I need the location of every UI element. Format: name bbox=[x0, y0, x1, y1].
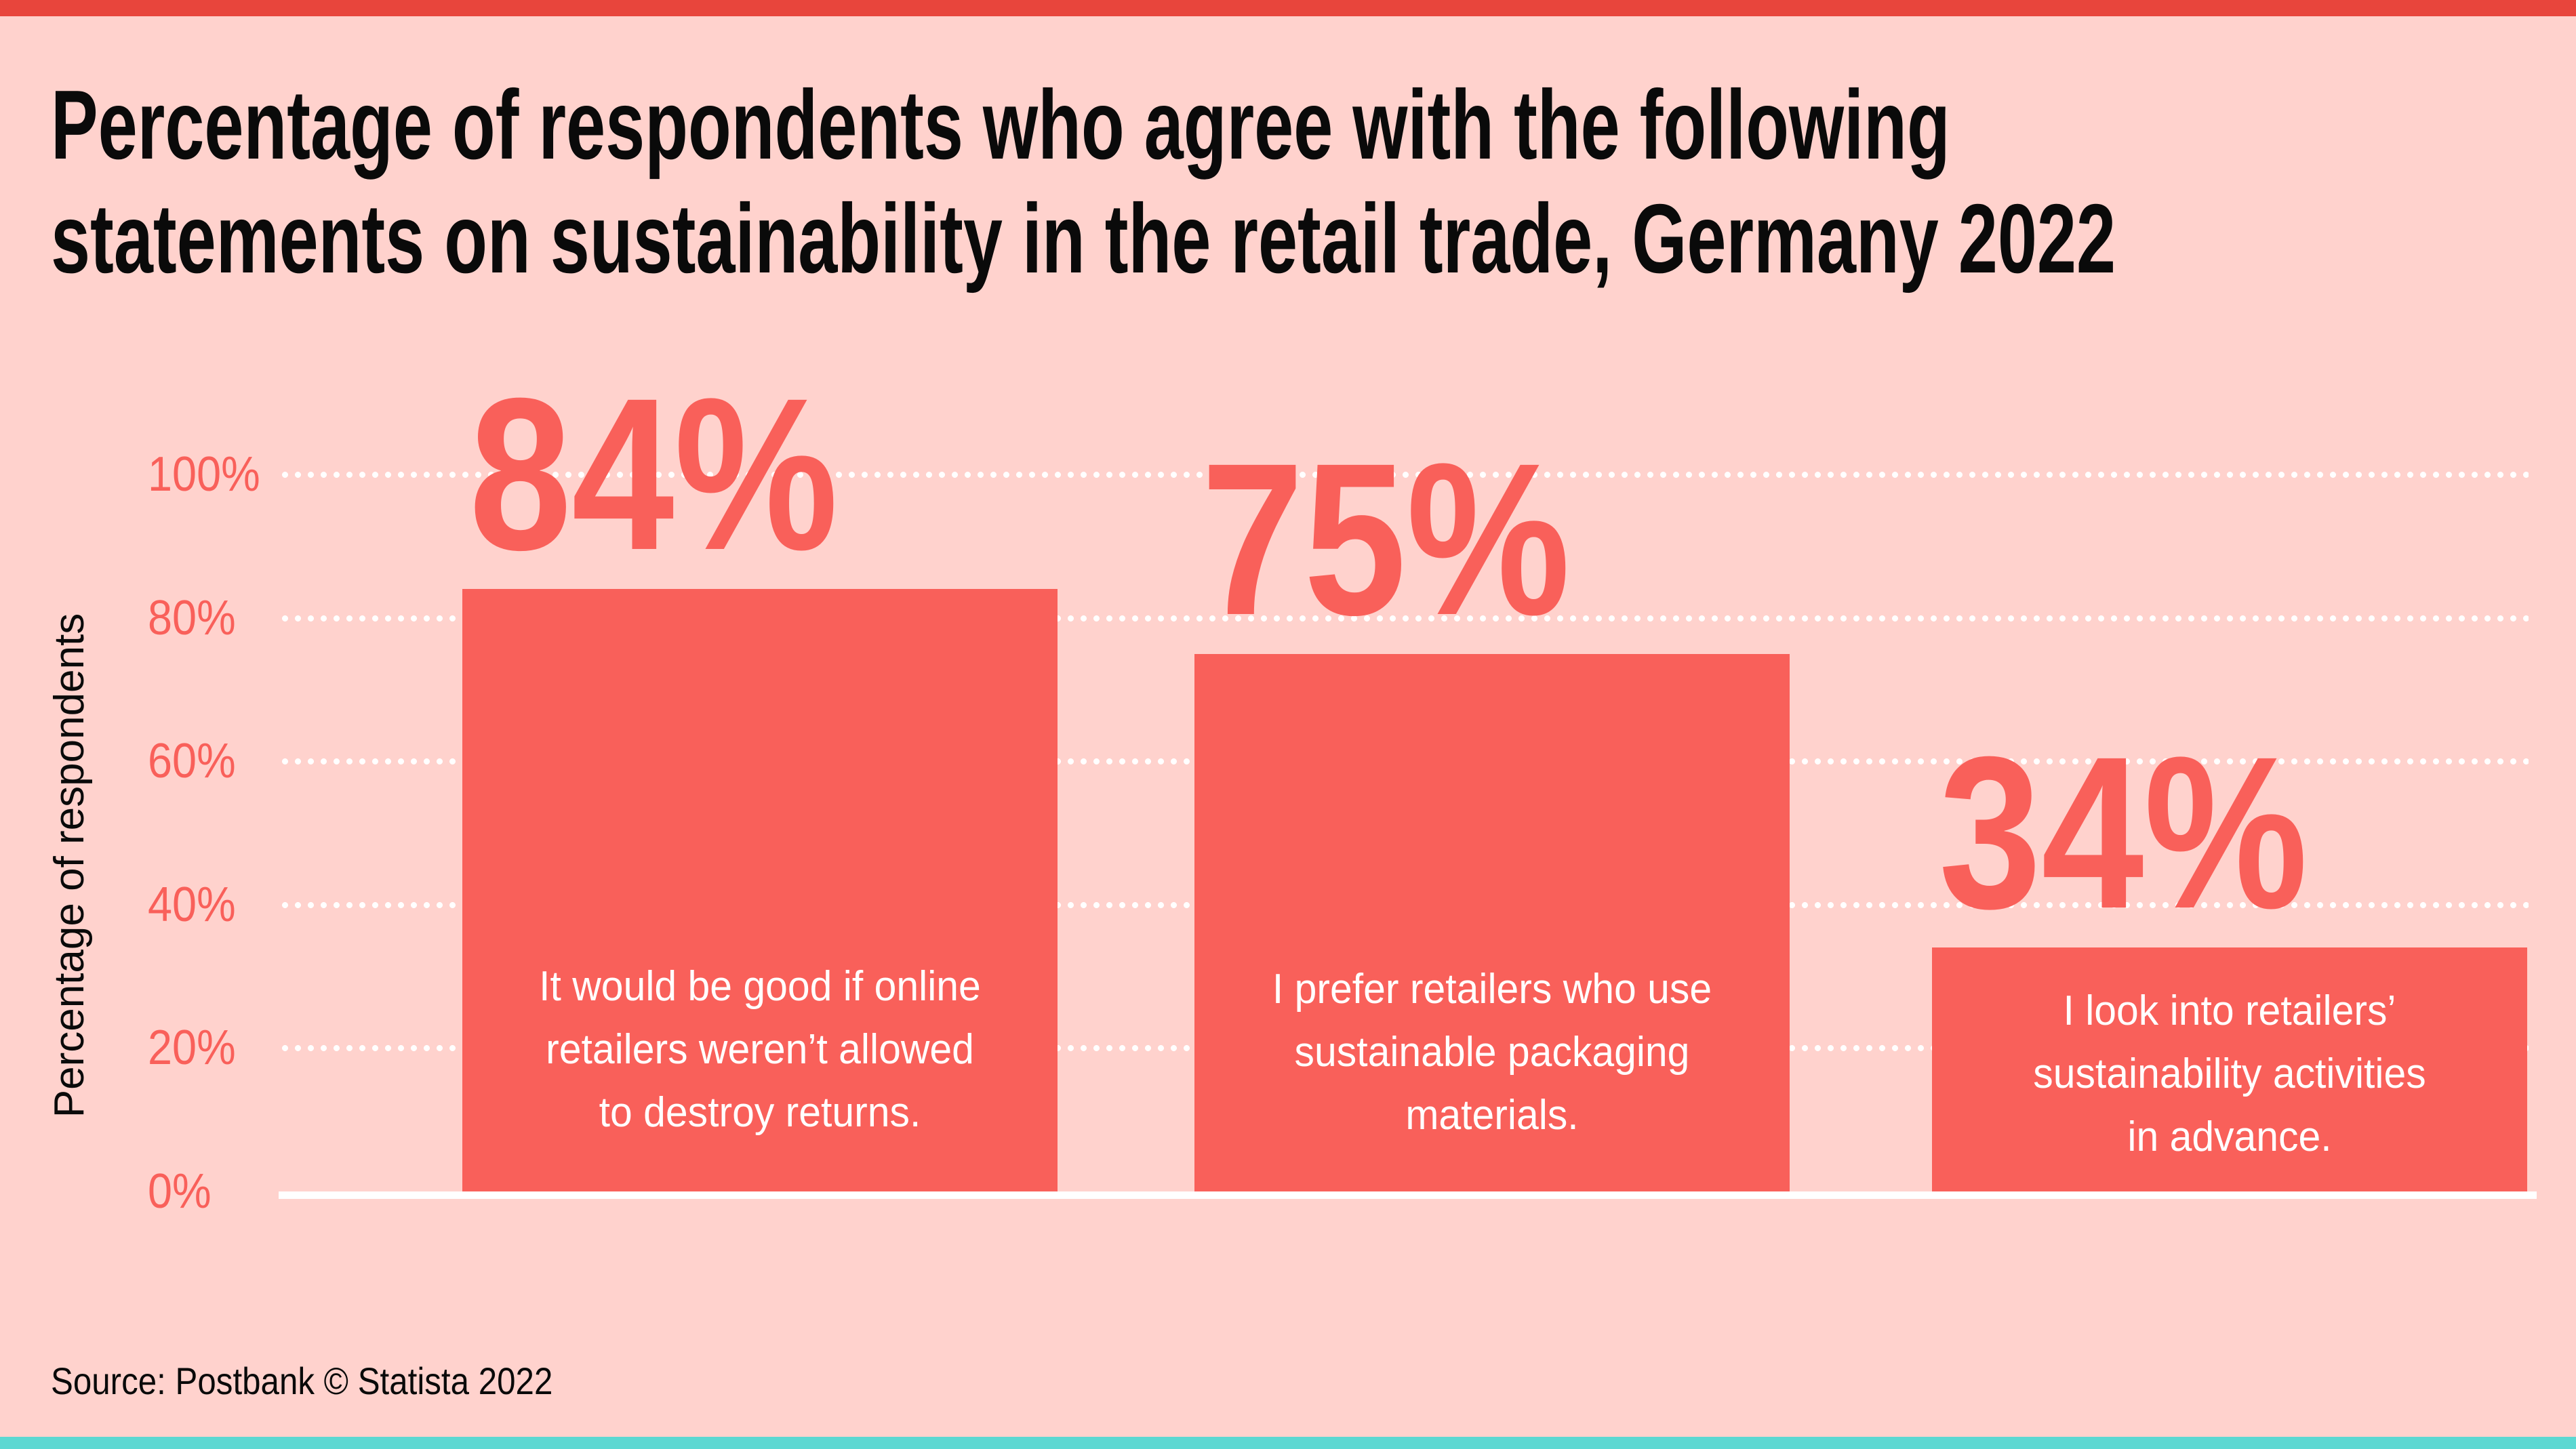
bar-statement-line: sustainability activities bbox=[2033, 1050, 2426, 1097]
bar-2: I prefer retailers who use sustainable pa… bbox=[1194, 653, 1790, 1191]
y-tick-label-40: 40% bbox=[148, 877, 236, 932]
source-note: Source: Postbank © Statista 2022 bbox=[51, 1360, 553, 1402]
y-tick-label-100: 100% bbox=[148, 447, 260, 502]
chart-title-line-1: Percentage of respondents who agree with… bbox=[51, 70, 1950, 180]
bar-statement-1: It would be good if online retailers were… bbox=[477, 955, 1043, 1144]
bar-statement-line: to destroy returns. bbox=[599, 1088, 921, 1136]
gridline-80 bbox=[279, 615, 2529, 621]
bar-statement-3: I look into retailers’ sustainability act… bbox=[1947, 979, 2512, 1168]
y-tick-label-80: 80% bbox=[148, 590, 236, 645]
bar-statement-line: retailers weren’t allowed bbox=[546, 1025, 974, 1073]
bar-value-label-1: 84% bbox=[469, 352, 839, 596]
bar-statement-line: It would be good if online bbox=[539, 962, 981, 1010]
gridline-100 bbox=[279, 472, 2529, 478]
bar-statement-line: materials. bbox=[1405, 1092, 1579, 1139]
bar-statement-2: I prefer retailers who use sustainable pa… bbox=[1209, 958, 1775, 1147]
y-axis-title: Percentage of respondents bbox=[46, 613, 93, 1118]
bar-statement-line: I prefer retailers who use bbox=[1272, 966, 1712, 1013]
bar-value-label-2: 75% bbox=[1201, 417, 1571, 660]
bar-3: I look into retailers’ sustainability act… bbox=[1932, 947, 2527, 1191]
chart-title: Percentage of respondents who agree with… bbox=[51, 68, 2576, 295]
x-axis-baseline bbox=[279, 1191, 2537, 1199]
y-tick-label-20: 20% bbox=[148, 1021, 236, 1076]
bar-statement-line: I look into retailers’ bbox=[2063, 987, 2396, 1034]
bar-statement-line: sustainable packaging bbox=[1294, 1029, 1690, 1076]
bar-statement-line: in advance. bbox=[2127, 1113, 2332, 1160]
bottom-accent-stripe bbox=[0, 1437, 2576, 1449]
bar-value-label-3: 34% bbox=[1939, 711, 2308, 954]
y-tick-label-60: 60% bbox=[148, 734, 236, 789]
bar-1: It would be good if online retailers were… bbox=[462, 589, 1058, 1191]
top-accent-stripe bbox=[0, 0, 2576, 16]
y-tick-label-0: 0% bbox=[148, 1164, 212, 1219]
chart-title-line-2: statements on sustainability in the reta… bbox=[51, 184, 2116, 293]
